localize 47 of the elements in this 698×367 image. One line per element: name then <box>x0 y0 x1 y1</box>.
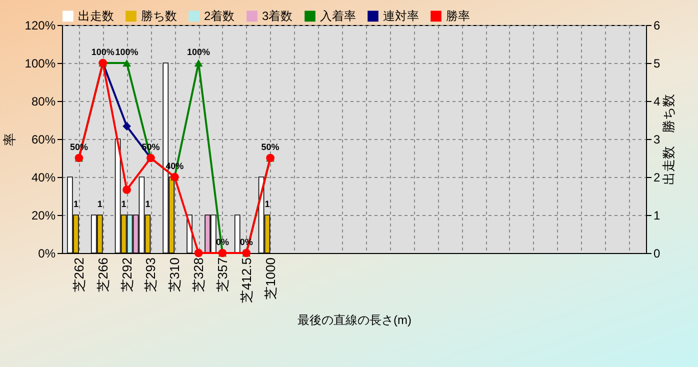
y-tick-label: 80% <box>31 94 56 108</box>
y-tick-label: 0% <box>38 246 56 260</box>
data-label: 50% <box>261 142 280 152</box>
data-label: 100% <box>91 47 114 57</box>
y-tick-label: 40% <box>31 170 56 184</box>
legend-label: 3着数 <box>262 9 293 24</box>
y2-tick-label: 5 <box>654 56 660 70</box>
x-tick-label: 芝262 <box>71 258 86 292</box>
y2-tick-label: 3 <box>654 132 660 146</box>
legend-label: 勝ち数 <box>141 9 177 24</box>
y-axis-title: 率 <box>2 133 17 146</box>
x-tick-label: 芝1000 <box>262 258 278 300</box>
point <box>122 59 131 67</box>
legend-label: 入着率 <box>320 9 356 24</box>
x-tick-label: 芝266 <box>95 258 110 292</box>
x-tick-label: 芝293 <box>143 258 158 292</box>
y-tick-label: 20% <box>31 208 56 222</box>
point <box>194 59 203 67</box>
point <box>194 248 203 258</box>
y2-tick-label: 6 <box>654 18 660 32</box>
y2-tick-label: 2 <box>654 170 660 184</box>
legend-label: 連対率 <box>383 9 419 24</box>
y-tick-label: 100% <box>24 56 56 70</box>
data-label: 1 <box>73 199 78 209</box>
y-tick-label: 60% <box>31 132 56 146</box>
point <box>122 186 131 194</box>
data-label: 1 <box>97 199 102 209</box>
x-tick-label: 芝412.5 <box>238 258 254 304</box>
x-tick-label: 芝292 <box>119 258 134 292</box>
x-tick-label: 芝328 <box>191 258 206 292</box>
x-tick-label: 芝310 <box>167 258 182 292</box>
y2-tick-label: 4 <box>654 94 660 108</box>
point <box>122 122 131 130</box>
legend-label: 2着数 <box>204 9 235 24</box>
legend-label: 勝率 <box>446 9 470 24</box>
data-label: 100% <box>115 47 138 57</box>
legend-label: 出走数 <box>78 9 114 24</box>
data-label: 1 <box>121 199 126 209</box>
data-label: 1 <box>145 199 150 209</box>
x-axis-title: 最後の直線の長さ(m) <box>298 313 412 328</box>
y-tick-label: 120% <box>24 18 56 32</box>
y2-tick-label: 0 <box>654 246 660 260</box>
y2-axis-title: 出走数 勝ち数 <box>661 94 676 185</box>
y2-tick-label: 1 <box>654 208 660 222</box>
data-label: 100% <box>187 47 210 57</box>
data-label: 1 <box>264 199 270 209</box>
x-tick-label: 芝357 <box>214 258 230 292</box>
